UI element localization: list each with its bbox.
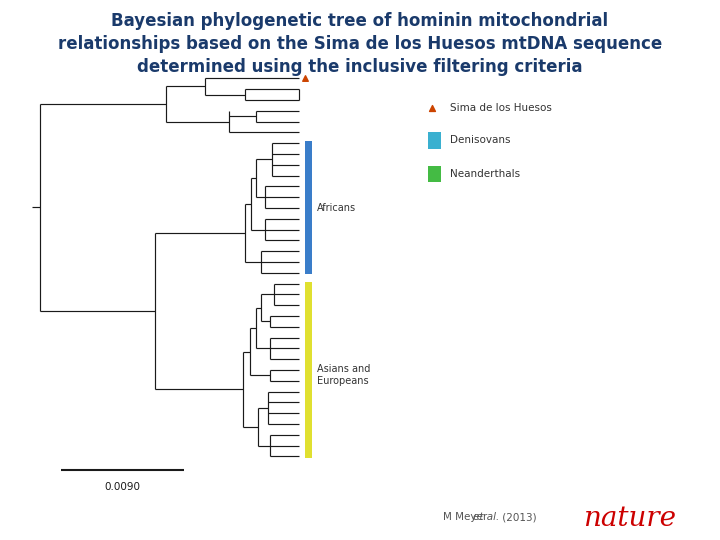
Bar	[428, 132, 441, 149]
Text: 0.0090: 0.0090	[104, 482, 140, 492]
Text: et al.: et al.	[473, 512, 499, 522]
Bar	[305, 282, 312, 458]
Bar	[428, 166, 441, 182]
Text: nature: nature	[583, 505, 677, 532]
Text: Asians and
Europeans: Asians and Europeans	[317, 364, 370, 387]
Text: Sima de los Huesos: Sima de los Huesos	[450, 103, 552, 113]
Text: Africans: Africans	[317, 203, 356, 213]
Text: Denisovans: Denisovans	[450, 136, 510, 145]
Point	[299, 74, 310, 83]
Text: (2013): (2013)	[499, 512, 536, 522]
Text: M Meyer: M Meyer	[443, 512, 490, 522]
Text: Neanderthals: Neanderthals	[450, 169, 520, 179]
Bar	[305, 141, 312, 274]
Point	[426, 104, 438, 112]
Text: Bayesian phylogenetic tree of hominin mitochondrial
relationships based on the S: Bayesian phylogenetic tree of hominin mi…	[58, 12, 662, 76]
